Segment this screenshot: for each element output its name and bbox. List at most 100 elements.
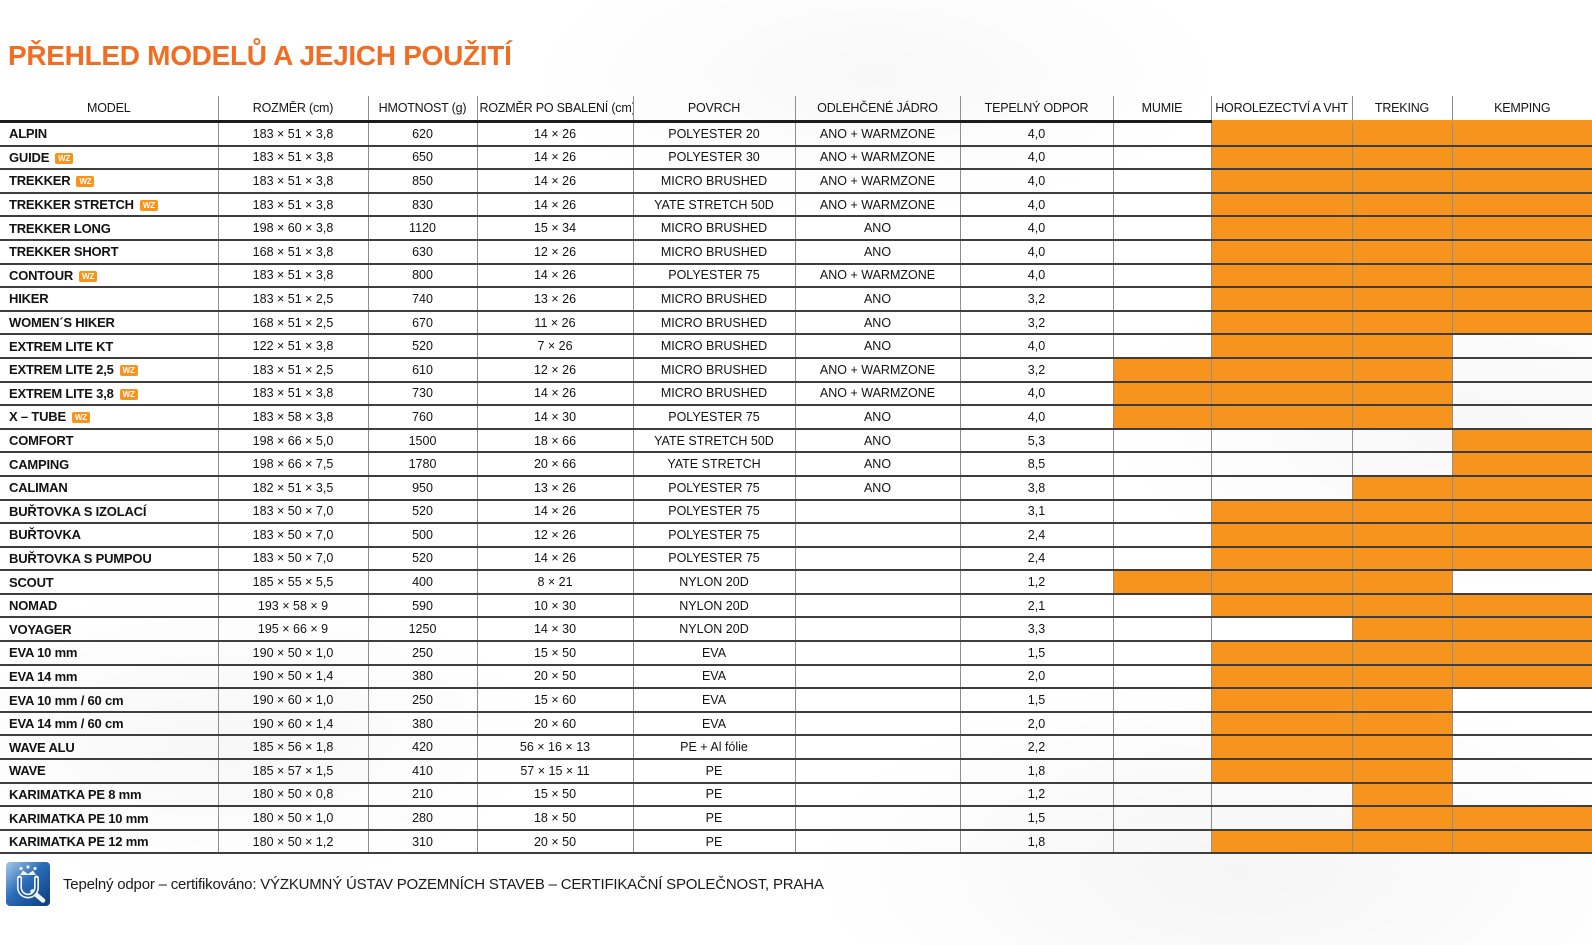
table-row: VOYAGER 195 × 66 × 9 1250 14 × 30 NYLON 20D 3… xyxy=(0,617,1592,643)
cell-surface: POLYESTER 75 xyxy=(632,263,795,289)
cell-horolezectvi-a-vht xyxy=(1210,782,1352,808)
cell-mumie xyxy=(1112,310,1211,336)
cell-kemping xyxy=(1451,688,1592,713)
cell-weight: 760 xyxy=(367,405,477,430)
cell-core: ANO + WARMZONE xyxy=(794,357,960,383)
cell-horolezectvi-a-vht xyxy=(1210,287,1352,312)
model-name: SCOUT xyxy=(9,574,54,590)
cell-kemping xyxy=(1451,617,1592,643)
cell-packed-size: 12 × 26 xyxy=(476,239,633,265)
cell-packed-size: 14 × 26 xyxy=(476,263,633,289)
model-name: BUŘTOVKA S PUMPOU xyxy=(9,550,152,566)
cell-horolezectvi-a-vht xyxy=(1210,357,1352,383)
cell-kemping xyxy=(1451,593,1592,619)
cell-kemping xyxy=(1451,263,1592,289)
table-row: ALPIN 183 × 51 × 3,8 620 14 × 26 POLYESTER 2… xyxy=(0,121,1592,147)
cell-thermal-resistance: 3,2 xyxy=(959,287,1113,312)
cell-kemping xyxy=(1451,759,1592,784)
cell-dimensions: 185 × 56 × 1,8 xyxy=(217,735,368,761)
cell-model: BUŘTOVKA S PUMPOU xyxy=(0,546,218,572)
cell-model: BUŘTOVKA S IZOLACÍ xyxy=(0,499,218,525)
cell-packed-size: 14 × 26 xyxy=(476,121,633,147)
table-row: TREKKER SHORT 168 × 51 × 3,8 630 12 × 26 MIC… xyxy=(0,239,1592,265)
cell-treking xyxy=(1351,145,1452,171)
model-name: HIKER xyxy=(9,291,49,307)
warmzone-badge: WZ xyxy=(76,176,95,188)
table-row: COMFORT 198 × 66 × 5,0 1500 18 × 66 YATE STR… xyxy=(0,428,1592,454)
cell-thermal-resistance: 1,5 xyxy=(959,806,1113,831)
cell-core xyxy=(794,711,960,737)
cell-packed-size: 13 × 26 xyxy=(476,475,633,501)
cell-model: VOYAGER xyxy=(0,617,218,643)
cell-surface: EVA xyxy=(632,711,795,737)
cell-dimensions: 185 × 55 × 5,5 xyxy=(217,570,368,595)
cell-horolezectvi-a-vht xyxy=(1210,121,1352,147)
cell-model: GUIDE WZ xyxy=(0,145,218,171)
cell-surface: POLYESTER 75 xyxy=(632,523,795,548)
cell-model: TREKKER SHORT xyxy=(0,239,218,265)
cell-kemping xyxy=(1451,334,1592,359)
cell-core xyxy=(794,664,960,690)
cell-horolezectvi-a-vht xyxy=(1210,216,1352,241)
cell-dimensions: 168 × 51 × 2,5 xyxy=(217,310,368,336)
model-name: CONTOUR xyxy=(9,267,74,283)
cell-treking xyxy=(1351,381,1452,407)
cell-weight: 520 xyxy=(367,499,477,525)
column-header: POVRCH xyxy=(632,96,795,123)
cell-model: NOMAD xyxy=(0,593,218,619)
cell-kemping xyxy=(1451,310,1592,336)
cell-surface: EVA xyxy=(632,688,795,713)
table-row: X – TUBE WZ 183 × 58 × 3,8 760 14 × 30 POLYES… xyxy=(0,405,1592,430)
cell-weight: 210 xyxy=(367,782,477,808)
table-row: WAVE 185 × 57 × 1,5 410 57 × 15 × 11 PE 1,8 xyxy=(0,759,1592,784)
cell-core: ANO xyxy=(794,428,960,454)
cell-kemping xyxy=(1451,499,1592,525)
cell-weight: 380 xyxy=(367,711,477,737)
cell-kemping xyxy=(1451,452,1592,477)
cell-treking xyxy=(1351,192,1452,218)
cell-dimensions: 183 × 51 × 3,8 xyxy=(217,381,368,407)
cell-surface: MICRO BRUSHED xyxy=(632,381,795,407)
cell-treking xyxy=(1351,216,1452,241)
cell-kemping xyxy=(1451,239,1592,265)
cell-horolezectvi-a-vht xyxy=(1210,145,1352,171)
cell-thermal-resistance: 4,0 xyxy=(959,192,1113,218)
cell-horolezectvi-a-vht xyxy=(1210,263,1352,289)
cell-horolezectvi-a-vht xyxy=(1210,428,1352,454)
cell-weight: 950 xyxy=(367,475,477,501)
cell-model: EVA 10 mm / 60 cm xyxy=(0,688,218,713)
cell-model: BUŘTOVKA xyxy=(0,523,218,548)
cell-packed-size: 14 × 30 xyxy=(476,405,633,430)
warmzone-badge: WZ xyxy=(55,152,74,164)
cell-mumie xyxy=(1112,357,1211,383)
cell-thermal-resistance: 3,3 xyxy=(959,617,1113,643)
cell-model: TREKKER WZ xyxy=(0,169,218,194)
column-header: ROZMĚR PO SBALENÍ (cm) xyxy=(476,96,633,123)
cell-surface: MICRO BRUSHED xyxy=(632,216,795,241)
cell-surface: PE xyxy=(632,759,795,784)
cell-thermal-resistance: 3,8 xyxy=(959,475,1113,501)
cell-thermal-resistance: 4,0 xyxy=(959,239,1113,265)
table-row: SCOUT 185 × 55 × 5,5 400 8 × 21 NYLON 20D 1,2 xyxy=(0,570,1592,595)
models-table: MODEL ROZMĚR (cm) HMOTNOST (g) ROZMĚR PO SB… xyxy=(0,96,1592,855)
cell-thermal-resistance: 4,0 xyxy=(959,334,1113,359)
cell-mumie xyxy=(1112,759,1211,784)
cell-core: ANO + WARMZONE xyxy=(794,121,960,147)
cell-weight: 670 xyxy=(367,310,477,336)
cell-surface: POLYESTER 75 xyxy=(632,499,795,525)
table-row: WAVE ALU 185 × 56 × 1,8 420 56 × 16 × 13 PE … xyxy=(0,735,1592,761)
cell-core: ANO xyxy=(794,310,960,336)
cell-horolezectvi-a-vht xyxy=(1210,759,1352,784)
cell-treking xyxy=(1351,263,1452,289)
cell-horolezectvi-a-vht xyxy=(1210,688,1352,713)
table-row: EVA 14 mm / 60 cm 190 × 60 × 1,4 380 20 × 6… xyxy=(0,711,1592,737)
cell-packed-size: 15 × 50 xyxy=(476,782,633,808)
cell-dimensions: 198 × 60 × 3,8 xyxy=(217,216,368,241)
cell-kemping xyxy=(1451,546,1592,572)
cell-model: HIKER xyxy=(0,287,218,312)
cell-mumie xyxy=(1112,169,1211,194)
cell-dimensions: 195 × 66 × 9 xyxy=(217,617,368,643)
cell-horolezectvi-a-vht xyxy=(1210,806,1352,831)
cell-thermal-resistance: 4,0 xyxy=(959,216,1113,241)
cell-packed-size: 18 × 66 xyxy=(476,428,633,454)
